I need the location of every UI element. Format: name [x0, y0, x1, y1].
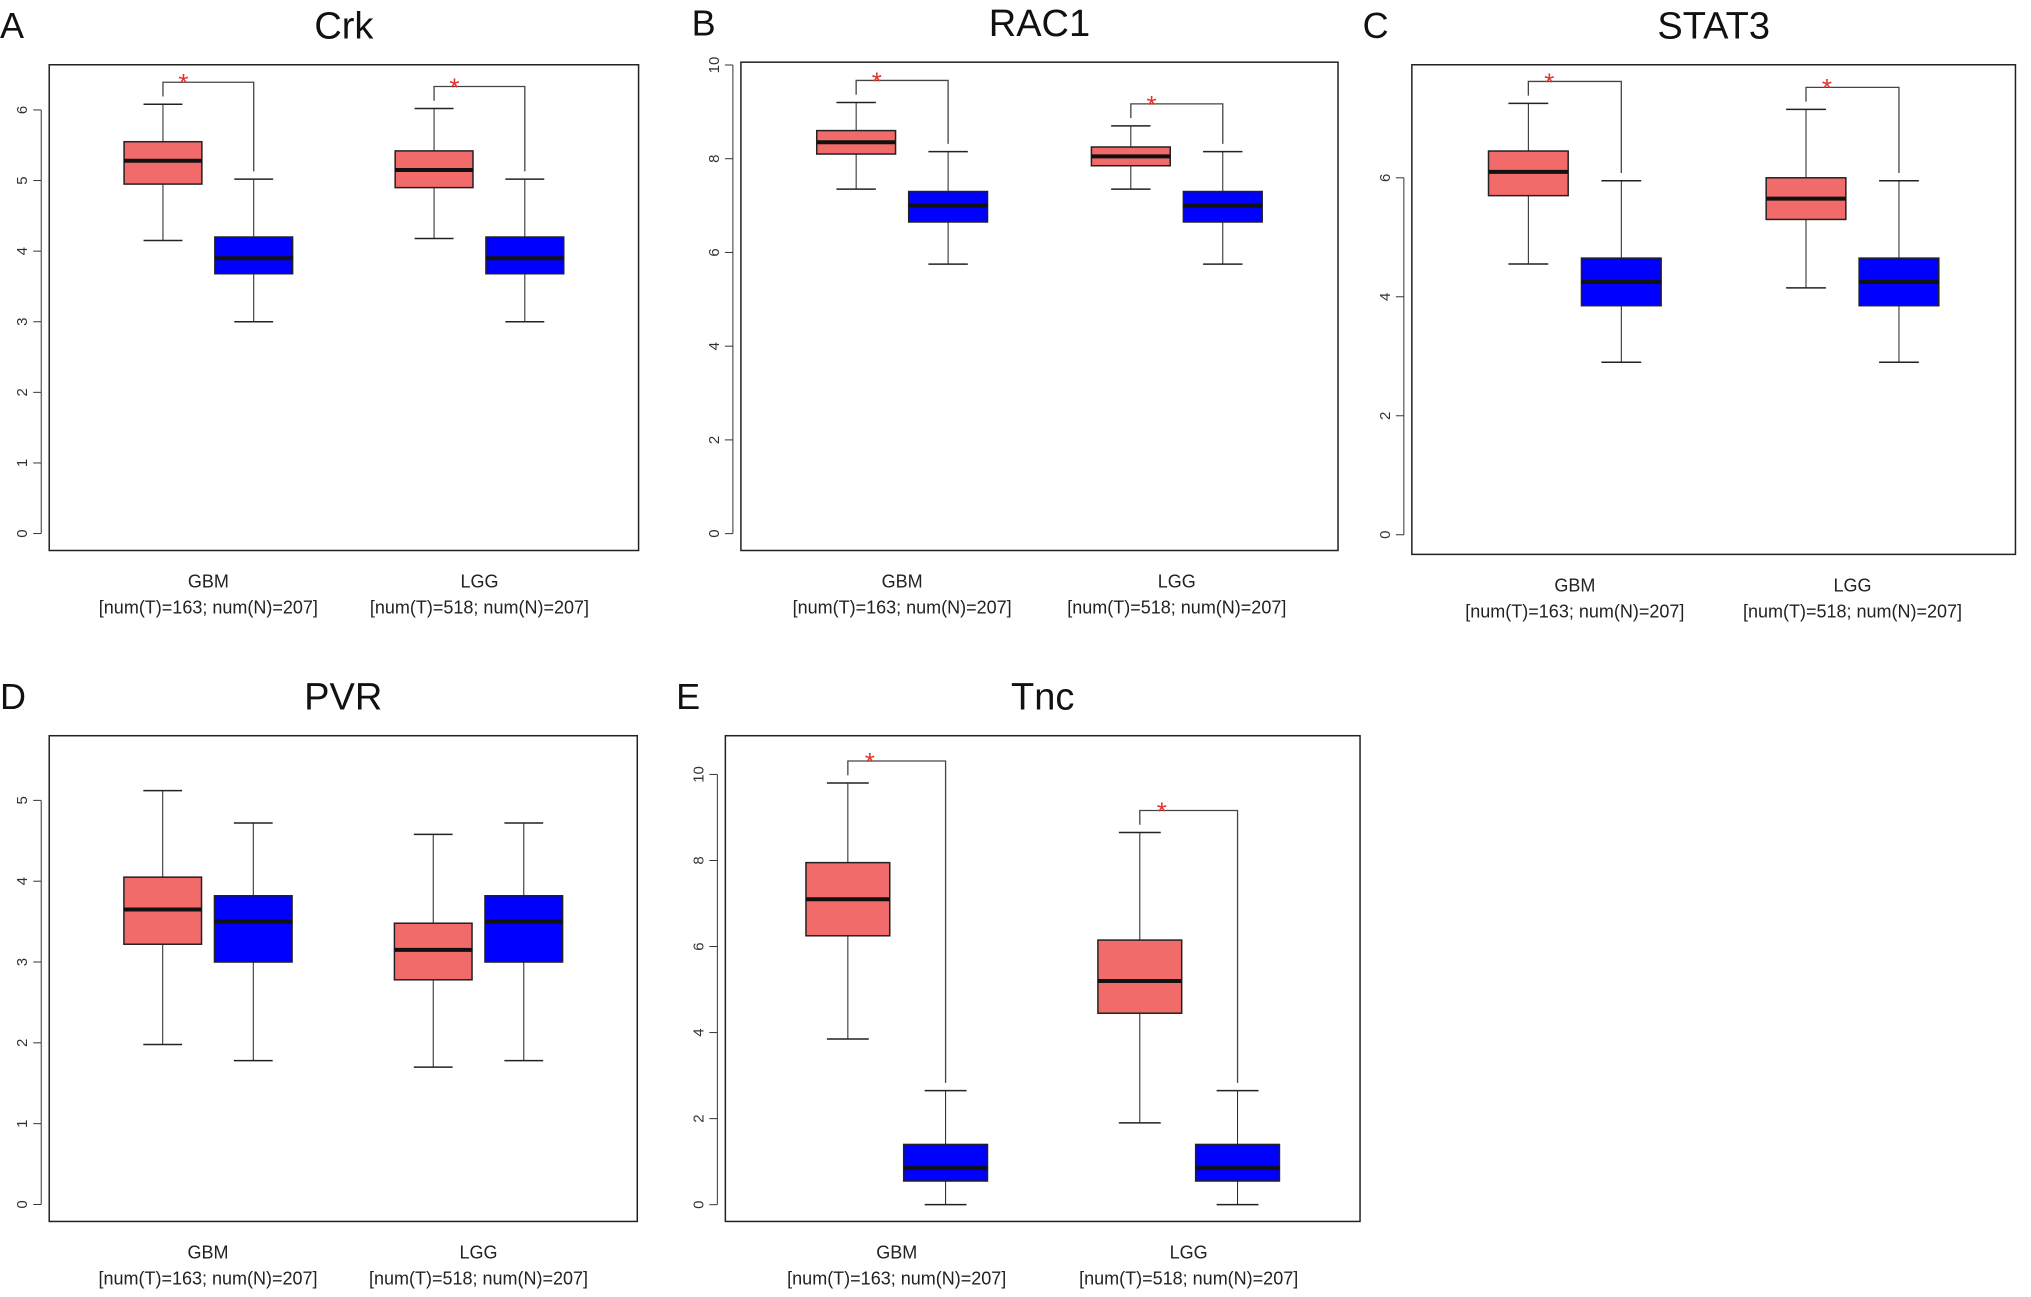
box [213, 894, 293, 963]
box [1194, 1143, 1281, 1182]
y-tick-label: 4 [1377, 293, 1394, 301]
significance-star: * [1822, 73, 1832, 103]
plot-frame [48, 734, 639, 1223]
significance-star: * [449, 72, 459, 102]
panel-label: C [1363, 5, 1389, 46]
y-tick-label: 0 [14, 529, 31, 537]
category-label: GBM [882, 572, 923, 592]
y-tick-label: 5 [14, 176, 31, 184]
panel-label: D [0, 676, 26, 717]
box [485, 236, 565, 275]
y-tick-label: 10 [706, 57, 723, 74]
significance-bracket [162, 81, 255, 172]
y-tick-label: 6 [706, 248, 723, 256]
panel-title: STAT3 [1657, 6, 1770, 48]
y-tick-label: 6 [14, 106, 31, 114]
significance-star: * [1146, 90, 1156, 120]
category-note: [num(T)=163; num(N)=207] [787, 1268, 1006, 1288]
panel-label: B [692, 2, 716, 43]
y-tick-label: 2 [14, 1039, 31, 1047]
plot-frame [1411, 64, 2017, 556]
significance-bracket [1130, 103, 1224, 144]
category-note: [num(T)=518; num(N)=207] [1067, 598, 1286, 618]
significance-star: * [1544, 67, 1554, 97]
significance-bracket [1805, 86, 1900, 174]
y-tick-label: 3 [14, 958, 31, 966]
significance-bracket [855, 79, 949, 144]
category-note: [num(T)=163; num(N)=207] [98, 1268, 317, 1288]
category-label: GBM [876, 1243, 917, 1263]
category-label: LGG [1170, 1243, 1208, 1263]
y-tick-label: 4 [706, 342, 723, 350]
category-label: GBM [188, 572, 229, 592]
box [902, 1143, 989, 1182]
y-tick-label: 2 [706, 436, 723, 444]
category-note: [num(T)=163; num(N)=207] [99, 598, 318, 618]
y-tick-label: 4 [690, 1028, 707, 1036]
y-tick-label: 3 [14, 318, 31, 326]
y-tick-label: 2 [14, 388, 31, 396]
category-label: LGG [459, 1243, 497, 1263]
y-tick-label: 4 [14, 877, 31, 885]
y-tick-label: 2 [690, 1114, 707, 1122]
category-label: LGG [460, 572, 498, 592]
plot-frame [724, 734, 1361, 1223]
significance-star: * [178, 68, 188, 98]
category-note: [num(T)=518; num(N)=207] [370, 598, 589, 618]
y-tick-label: 1 [14, 459, 31, 467]
y-tick-label: 0 [690, 1200, 707, 1208]
y-tick-label: 6 [690, 942, 707, 950]
y-tick-label: 0 [706, 529, 723, 537]
y-tick-label: 8 [706, 155, 723, 163]
category-note: [num(T)=518; num(N)=207] [1079, 1268, 1298, 1288]
box [1097, 939, 1183, 1014]
panel-label: E [676, 676, 700, 717]
y-tick-label: 1 [14, 1119, 31, 1127]
y-tick-label: 0 [1377, 531, 1394, 539]
y-tick-label: 4 [14, 247, 31, 255]
category-note: [num(T)=518; num(N)=207] [369, 1268, 588, 1288]
significance-star: * [872, 66, 882, 96]
y-tick-label: 8 [690, 856, 707, 864]
significance-star: * [1157, 796, 1167, 826]
significance-bracket [1139, 809, 1239, 1083]
category-label: GBM [1554, 576, 1595, 596]
box [214, 236, 294, 275]
category-label: LGG [1158, 572, 1196, 592]
category-label: GBM [187, 1243, 228, 1263]
panel-title: Crk [314, 6, 374, 48]
y-tick-label: 6 [1377, 174, 1394, 182]
panel-title: Tnc [1011, 676, 1074, 718]
category-note: [num(T)=518; num(N)=207] [1743, 601, 1962, 621]
panel-title: PVR [304, 676, 382, 718]
y-tick-label: 5 [14, 796, 31, 804]
category-note: [num(T)=163; num(N)=207] [1465, 601, 1684, 621]
plot-frame [740, 61, 1339, 552]
significance-star: * [865, 747, 875, 777]
panel-label: A [0, 5, 24, 46]
y-tick-label: 0 [14, 1200, 31, 1208]
panel-title: RAC1 [989, 3, 1090, 45]
category-label: LGG [1833, 576, 1871, 596]
significance-bracket [1527, 80, 1622, 174]
significance-bracket [847, 760, 947, 1083]
y-tick-label: 2 [1377, 412, 1394, 420]
box [123, 140, 203, 185]
y-tick-label: 10 [690, 766, 707, 783]
category-note: [num(T)=163; num(N)=207] [793, 598, 1012, 618]
significance-bracket [433, 85, 526, 172]
box [484, 894, 564, 963]
plot-frame [48, 64, 640, 552]
